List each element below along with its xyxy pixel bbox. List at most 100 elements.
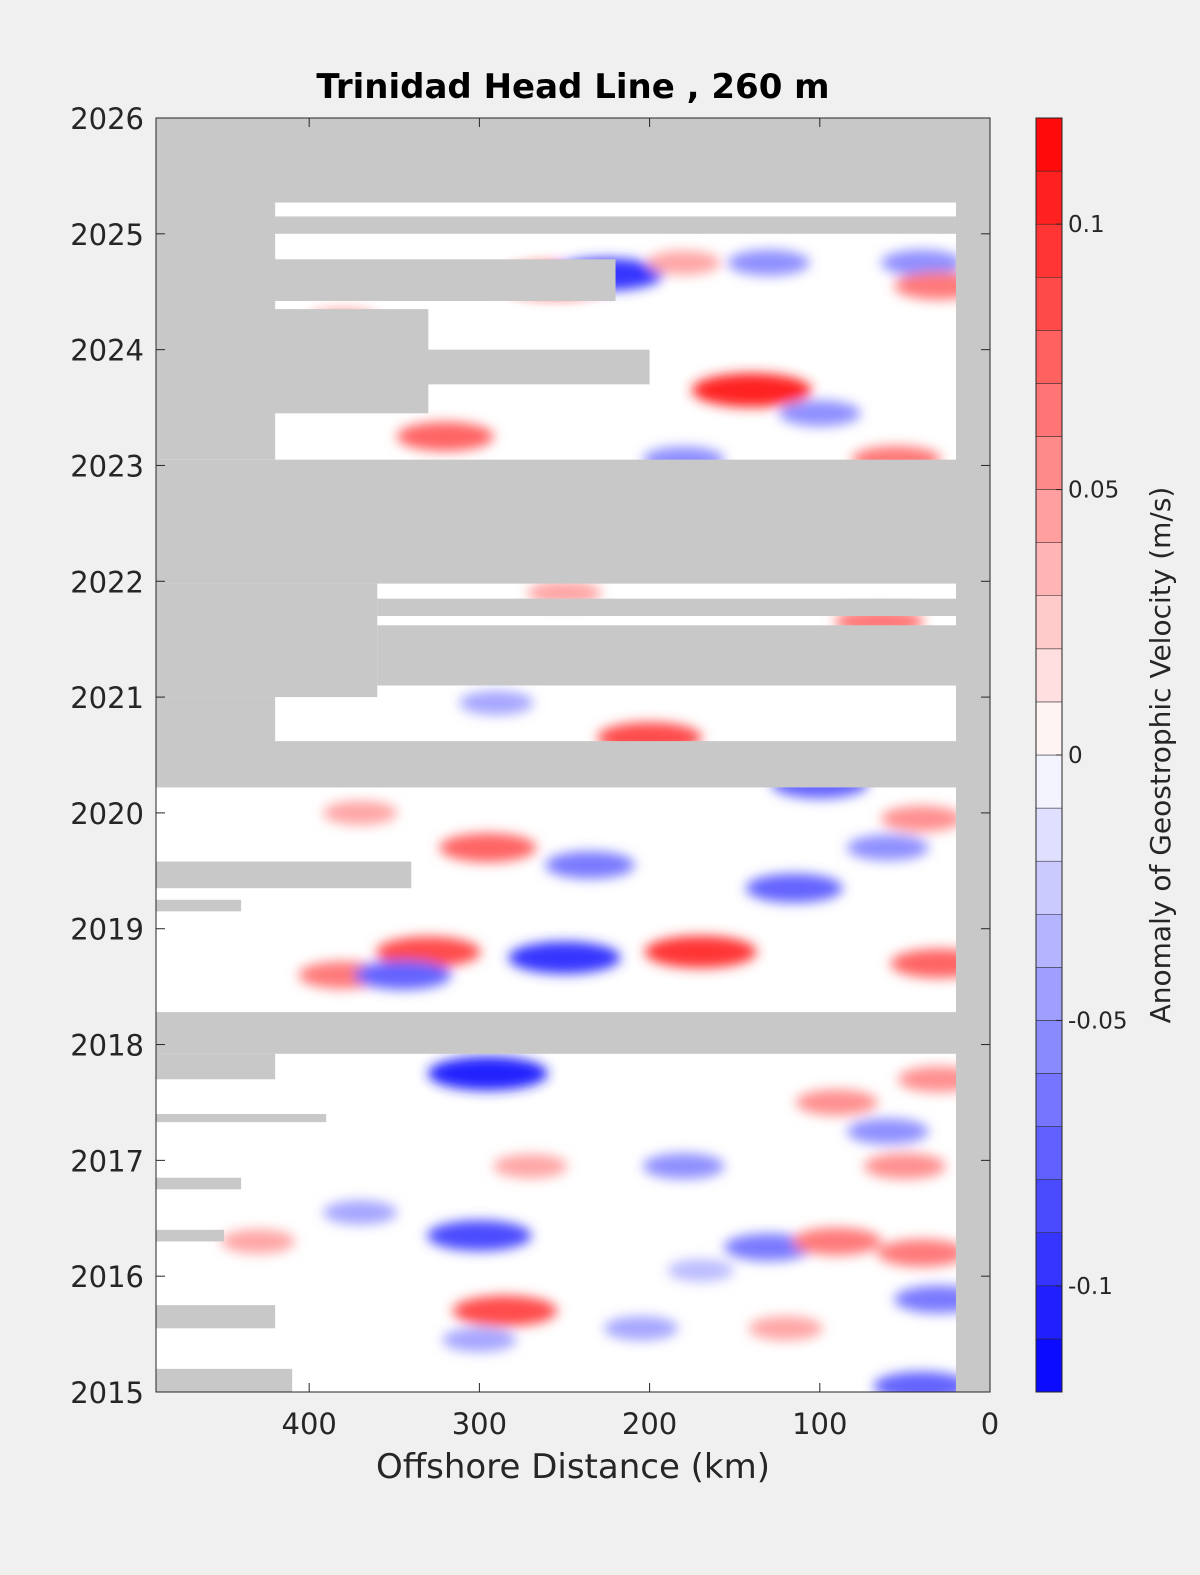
colorbar-step: [1035, 436, 1063, 490]
colorbar: 0.1 0.05 0 -0.05 -0.1 Anomaly of Geostrophic…: [1035, 117, 1177, 1393]
anomaly-feature-27: [354, 960, 452, 990]
anomaly-feature-34: [493, 1153, 568, 1179]
nodata-regions: [156, 118, 990, 1392]
nodata-region-22: [156, 1368, 293, 1392]
colorbar-step: [1035, 701, 1063, 756]
nodata-region-8: [156, 465, 990, 584]
colorbar-step: [1035, 648, 1063, 703]
colorbar-tick-label: 0.1: [1068, 212, 1105, 238]
anomaly-feature-36: [323, 1200, 398, 1225]
anomaly-feature-19: [545, 851, 635, 879]
anomaly-feature-21: [745, 873, 843, 903]
colorbar-label: Anomaly of Geostrophic Velocity (m/s): [1144, 487, 1177, 1024]
anomaly-feature-40: [792, 1227, 882, 1256]
nodata-region-11: [377, 625, 956, 686]
anomaly-feature-39: [723, 1233, 814, 1262]
colorbar-tick-label: 0: [1068, 743, 1083, 769]
x-tick-label: 0: [981, 1407, 999, 1441]
anomaly-feature-22: [880, 805, 963, 832]
anomaly-feature-38: [220, 1229, 296, 1254]
nodata-region-9: [156, 583, 378, 698]
anomaly-feature-3: [727, 249, 810, 276]
anomaly-feature-8: [778, 400, 861, 427]
anomaly-feature-48: [667, 1258, 735, 1282]
colorbar-tick-label: -0.1: [1068, 1274, 1113, 1300]
nodata-region-10: [377, 598, 956, 617]
anomaly-feature-47: [442, 1327, 517, 1353]
nodata-region-4: [156, 259, 616, 301]
nodata-region-21: [156, 1305, 276, 1329]
nodata-region-3: [156, 216, 956, 234]
anomaly-feature-33: [642, 1153, 725, 1180]
colorbar-step: [1035, 1020, 1063, 1074]
anomaly-feature-18: [439, 833, 537, 863]
colorbar-step: [1035, 1285, 1063, 1340]
y-tick-label: 2021: [70, 681, 144, 715]
anomaly-feature-44: [748, 1316, 823, 1341]
anomaly-feature-25: [644, 935, 757, 969]
nodata-region-0: [156, 118, 990, 203]
y-tick-label: 2024: [70, 334, 144, 368]
anomaly-feature-9: [396, 421, 494, 452]
colorbar-ticks: 0.1 0.05 0 -0.05 -0.1: [1056, 212, 1128, 1300]
x-axis-label: Offshore Distance (km): [376, 1447, 770, 1487]
anomaly-feature-35: [863, 1153, 946, 1180]
anomaly-feature-20: [846, 834, 929, 861]
nodata-region-13: [156, 741, 956, 788]
anomaly-feature-41: [877, 1239, 967, 1267]
anomaly-feature-7: [691, 373, 812, 408]
y-tick-label: 2020: [70, 797, 144, 831]
colorbar-step: [1035, 1179, 1063, 1233]
y-tick-label: 2018: [70, 1029, 144, 1063]
nodata-region-16: [156, 1012, 956, 1054]
nodata-region-12: [156, 697, 276, 744]
nodata-region-18: [156, 1114, 327, 1123]
colorbar-step: [1035, 489, 1063, 543]
y-tick-label: 2019: [70, 913, 144, 947]
anomaly-feature-43: [603, 1316, 679, 1341]
anomaly-feature-46: [873, 1371, 971, 1392]
anomaly-feature-42: [452, 1295, 558, 1327]
colorbar-step: [1035, 1232, 1063, 1287]
nodata-region-15: [156, 899, 242, 912]
plot-area: 400 300 200 100 0 20152016201720182019202020…: [70, 102, 999, 1441]
colorbar-step: [1035, 967, 1063, 1021]
anomaly-feature-29: [427, 1056, 548, 1091]
x-tick-label: 400: [282, 1407, 337, 1441]
colorbar-step: [1035, 807, 1063, 862]
colorbar-step: [1035, 330, 1063, 384]
anomaly-feature-31: [795, 1089, 878, 1116]
nodata-region-6: [156, 349, 650, 385]
anomaly-feature-37: [426, 1220, 532, 1252]
colorbar-step: [1035, 595, 1063, 650]
colorbar-tick-label: -0.05: [1068, 1008, 1128, 1034]
y-tick-label: 2017: [70, 1144, 144, 1178]
y-tick-label: 2025: [70, 218, 144, 252]
anomaly-feature-14: [459, 690, 534, 716]
colorbar-step: [1035, 754, 1063, 809]
anomaly-feature-32: [846, 1118, 929, 1145]
nodata-region-20: [156, 1229, 225, 1242]
nodata-region-14: [156, 861, 412, 889]
y-tick-label: 2023: [70, 449, 144, 483]
y-tick-label: 2016: [70, 1260, 144, 1294]
colorbar-step: [1035, 383, 1063, 437]
anomaly-feature-2: [646, 250, 721, 275]
colorbar-step: [1035, 542, 1063, 597]
nodata-region-17: [156, 1053, 276, 1080]
x-tick-label: 200: [622, 1407, 677, 1441]
anomaly-feature-17: [323, 800, 398, 826]
colorbar-step: [1035, 223, 1063, 278]
colorbar-step: [1035, 117, 1063, 172]
colorbar-step: [1035, 277, 1063, 331]
anomaly-feature-24: [508, 941, 621, 974]
x-tick-label: 100: [792, 1407, 847, 1441]
x-tick-label: 300: [452, 1407, 507, 1441]
colorbar-step: [1035, 1338, 1063, 1393]
nodata-region-19: [156, 1177, 242, 1190]
colorbar-step: [1035, 860, 1063, 915]
anomaly-feature-4: [880, 249, 963, 276]
nodata-region-7: [156, 459, 990, 466]
plot-frame: [155, 117, 991, 1393]
